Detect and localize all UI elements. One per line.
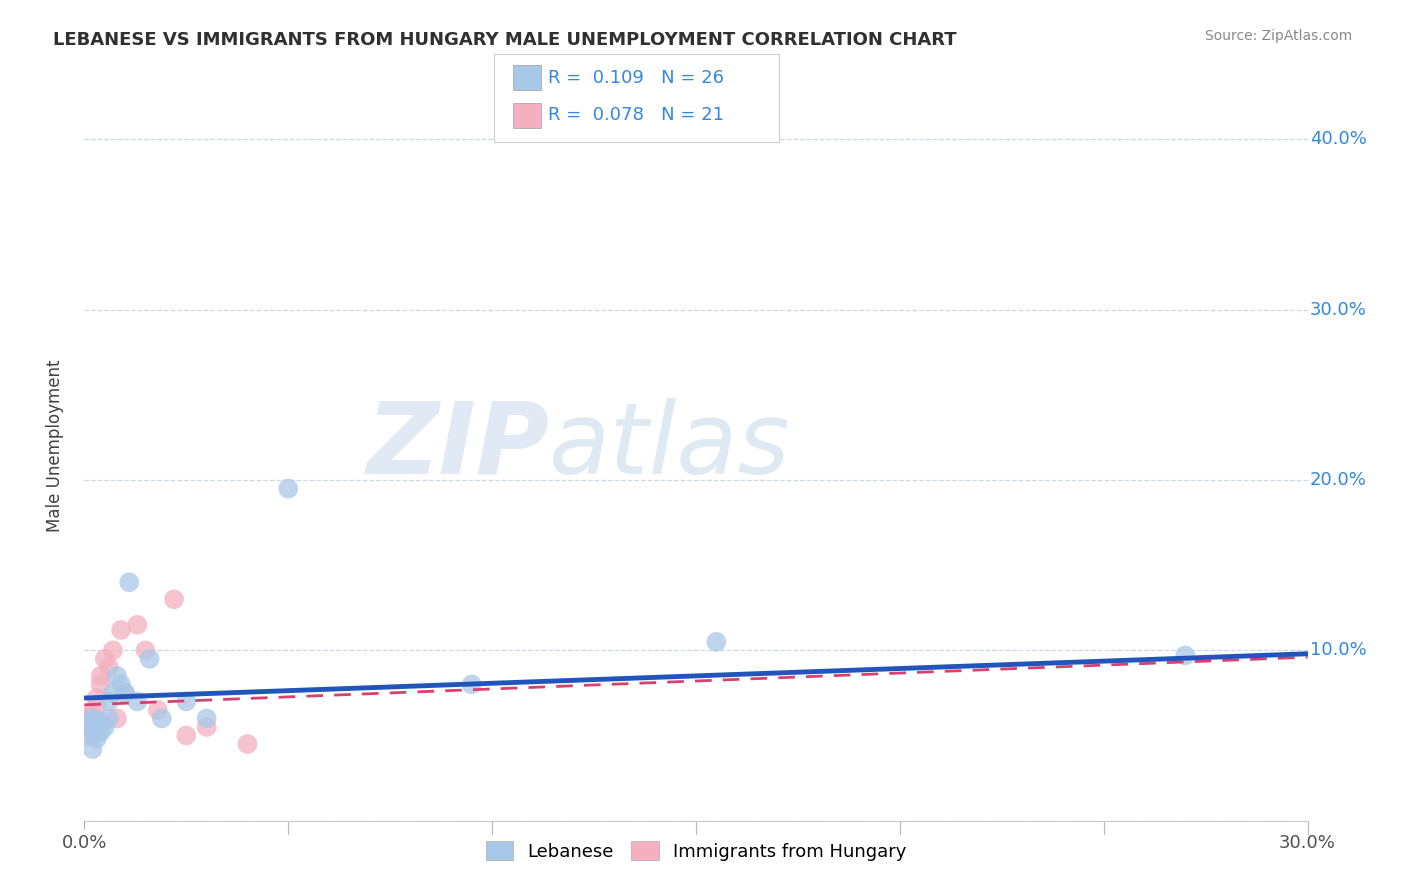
Text: 40.0%: 40.0% xyxy=(1310,130,1367,148)
Point xyxy=(163,592,186,607)
Point xyxy=(82,708,104,723)
Point xyxy=(1174,648,1197,663)
Text: 10.0%: 10.0% xyxy=(1310,641,1367,659)
Point xyxy=(114,686,136,700)
Point xyxy=(86,731,108,746)
Text: 20.0%: 20.0% xyxy=(1310,471,1367,489)
Point xyxy=(97,711,120,725)
Point xyxy=(86,698,108,712)
Point xyxy=(118,575,141,590)
Point xyxy=(82,742,104,756)
Point xyxy=(146,703,169,717)
Point xyxy=(110,677,132,691)
Point xyxy=(86,691,108,706)
Text: Source: ZipAtlas.com: Source: ZipAtlas.com xyxy=(1205,29,1353,43)
Text: R =  0.109   N = 26: R = 0.109 N = 26 xyxy=(548,69,724,87)
Point xyxy=(82,729,104,743)
Point xyxy=(90,677,112,691)
Point xyxy=(82,714,104,729)
Point xyxy=(90,714,112,729)
Point xyxy=(150,711,173,725)
Point xyxy=(90,725,112,739)
Point xyxy=(461,677,484,691)
Point xyxy=(93,652,115,666)
Legend: Lebanese, Immigrants from Hungary: Lebanese, Immigrants from Hungary xyxy=(478,834,914,868)
Point xyxy=(706,635,728,649)
Point xyxy=(127,694,149,708)
Point xyxy=(135,643,157,657)
Point xyxy=(277,482,299,496)
Point xyxy=(195,711,218,725)
Point xyxy=(86,720,108,734)
Point xyxy=(174,729,197,743)
Point xyxy=(195,720,218,734)
Point xyxy=(127,617,149,632)
Point xyxy=(114,686,136,700)
Point xyxy=(236,737,259,751)
Point xyxy=(174,694,197,708)
Point xyxy=(93,720,115,734)
Point xyxy=(97,694,120,708)
Point xyxy=(138,652,160,666)
Y-axis label: Male Unemployment: Male Unemployment xyxy=(45,359,63,533)
Point xyxy=(97,660,120,674)
Text: 30.0%: 30.0% xyxy=(1310,301,1367,318)
Point xyxy=(90,669,112,683)
Text: R =  0.078   N = 21: R = 0.078 N = 21 xyxy=(548,106,724,124)
Point xyxy=(77,729,100,743)
Point xyxy=(105,711,128,725)
Point xyxy=(77,708,100,723)
Point xyxy=(101,643,124,657)
Text: ZIP: ZIP xyxy=(366,398,550,494)
Point xyxy=(110,623,132,637)
Text: LEBANESE VS IMMIGRANTS FROM HUNGARY MALE UNEMPLOYMENT CORRELATION CHART: LEBANESE VS IMMIGRANTS FROM HUNGARY MALE… xyxy=(53,31,957,49)
Text: atlas: atlas xyxy=(550,398,790,494)
Point xyxy=(101,686,124,700)
Point xyxy=(82,711,104,725)
Point xyxy=(105,669,128,683)
Point xyxy=(77,711,100,725)
Point xyxy=(77,720,100,734)
